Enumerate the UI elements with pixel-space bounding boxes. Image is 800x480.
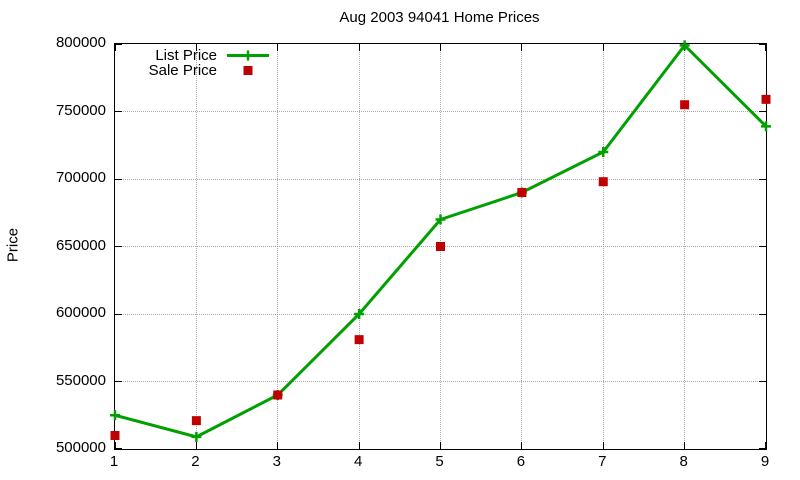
tick-mark [765,442,766,449]
tick-mark [759,381,766,382]
x-tick-label: 5 [435,453,444,470]
sale-price-point [436,242,445,251]
tick-mark [521,44,523,51]
tick-mark [195,442,197,449]
sale-price-point [598,177,608,187]
y-tick-label: 750000 [55,101,106,119]
legend: List Price Sale Price [117,47,270,79]
tick-mark [759,448,766,449]
tick-mark [115,178,122,180]
tick-mark [759,44,766,45]
tick-mark [602,442,604,449]
tick-mark [765,44,766,51]
tick-mark [440,44,441,51]
x-grid-line [521,44,523,449]
tick-mark [115,44,122,45]
y-tick-label: 600000 [55,304,106,321]
legend-item-list-price: List Price [117,47,270,64]
tick-mark [759,178,766,180]
tick-mark [115,313,122,315]
tick-mark [358,44,360,51]
legend-label-list-price: List Price [155,47,217,64]
x-tick-label: 6 [516,453,526,470]
tick-mark [195,44,197,51]
tick-mark [115,111,122,112]
tick-mark [115,448,122,449]
legend-item-sale-price: Sale Price [117,62,270,79]
sale-price-point [110,431,120,440]
tick-mark [759,246,766,247]
list-price-line-icon [227,50,269,61]
x-tick-label: 3 [272,453,281,470]
x-grid-line [358,44,360,449]
sale-price-point [191,416,201,426]
tick-mark [684,442,686,449]
tick-mark [115,381,122,382]
x-grid-line [195,44,197,449]
sale-price-point [680,100,690,110]
plot-area [110,40,771,450]
y-tick-label: 800000 [55,34,106,51]
series-layer [110,40,771,442]
list-price-line [114,43,768,439]
x-grid-line [684,44,686,449]
x-grid-line [277,44,279,449]
y-tick-label: 700000 [55,169,106,186]
tick-mark [759,313,766,315]
tick-mark [602,44,604,51]
sale-price-point [761,94,771,104]
tick-mark [759,111,766,112]
y-axis-label: Price [4,227,22,263]
y-tick-label: 650000 [55,236,106,254]
tick-mark [115,442,116,449]
tick-mark [115,246,122,247]
tick-mark [521,442,523,449]
x-tick-label: 4 [353,453,363,470]
y-tick-label: 500000 [55,439,106,456]
sale-price-point [517,188,527,197]
chart-title: Aug 2003 94041 Home Prices [339,9,540,26]
sale-price-point [354,335,364,345]
sale-price-square-icon [243,66,253,75]
x-tick-label: 1 [109,453,119,470]
x-tick-label: 2 [191,453,200,470]
x-tick-label: 9 [760,453,770,470]
tick-mark [440,442,441,449]
tick-mark [358,442,360,449]
tick-mark [277,442,279,449]
list-price-plus-markers [110,40,771,442]
tick-mark [277,44,279,51]
x-grid-line [602,44,604,449]
x-tick-label: 7 [598,453,607,470]
sale-price-point [273,390,283,400]
legend-label-sale-price: Sale Price [148,62,217,79]
x-tick-label: 8 [679,453,688,470]
tick-mark [115,44,116,51]
y-tick-label: 550000 [55,371,106,389]
